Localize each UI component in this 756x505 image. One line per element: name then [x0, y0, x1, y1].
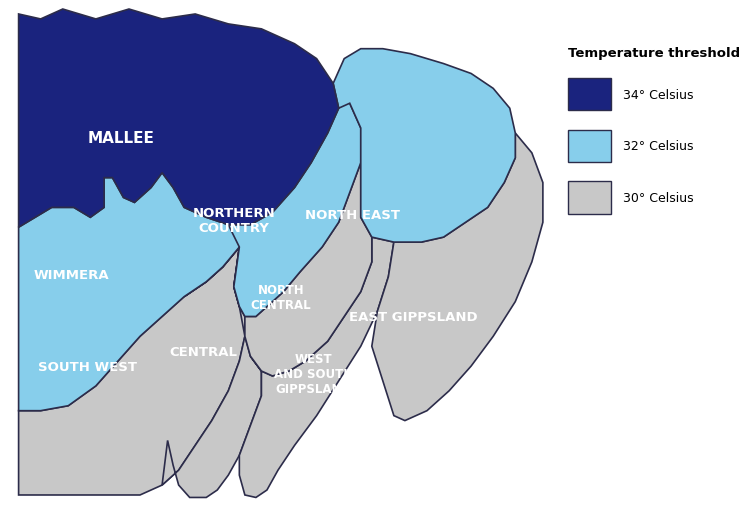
Polygon shape — [333, 49, 516, 242]
Text: WIMMERA: WIMMERA — [33, 268, 109, 281]
Text: NORTHERN
COUNTRY: NORTHERN COUNTRY — [193, 207, 275, 234]
Text: 32° Celsius: 32° Celsius — [623, 140, 693, 153]
Text: EAST GIPPSLAND: EAST GIPPSLAND — [349, 311, 478, 323]
Text: Temperature threshold: Temperature threshold — [568, 46, 739, 60]
Polygon shape — [372, 134, 543, 421]
Text: MALLEE: MALLEE — [87, 131, 154, 146]
Text: NORTH
CENTRAL: NORTH CENTRAL — [250, 283, 311, 311]
Polygon shape — [19, 10, 339, 228]
Bar — [568, 130, 611, 163]
Text: 30° Celsius: 30° Celsius — [623, 191, 693, 205]
Text: SOUTH WEST: SOUTH WEST — [38, 360, 137, 373]
Text: CENTRAL: CENTRAL — [169, 345, 237, 358]
Text: 34° Celsius: 34° Celsius — [623, 88, 693, 102]
Polygon shape — [162, 247, 262, 497]
Polygon shape — [228, 84, 361, 317]
Polygon shape — [19, 173, 250, 411]
Polygon shape — [19, 247, 245, 495]
Polygon shape — [245, 164, 372, 376]
Text: WEST
AND SOUTH
GIPPSLAND: WEST AND SOUTH GIPPSLAND — [274, 352, 353, 395]
Polygon shape — [240, 238, 394, 497]
Bar — [568, 79, 611, 111]
Bar — [568, 182, 611, 214]
Text: NORTH EAST: NORTH EAST — [305, 209, 400, 222]
